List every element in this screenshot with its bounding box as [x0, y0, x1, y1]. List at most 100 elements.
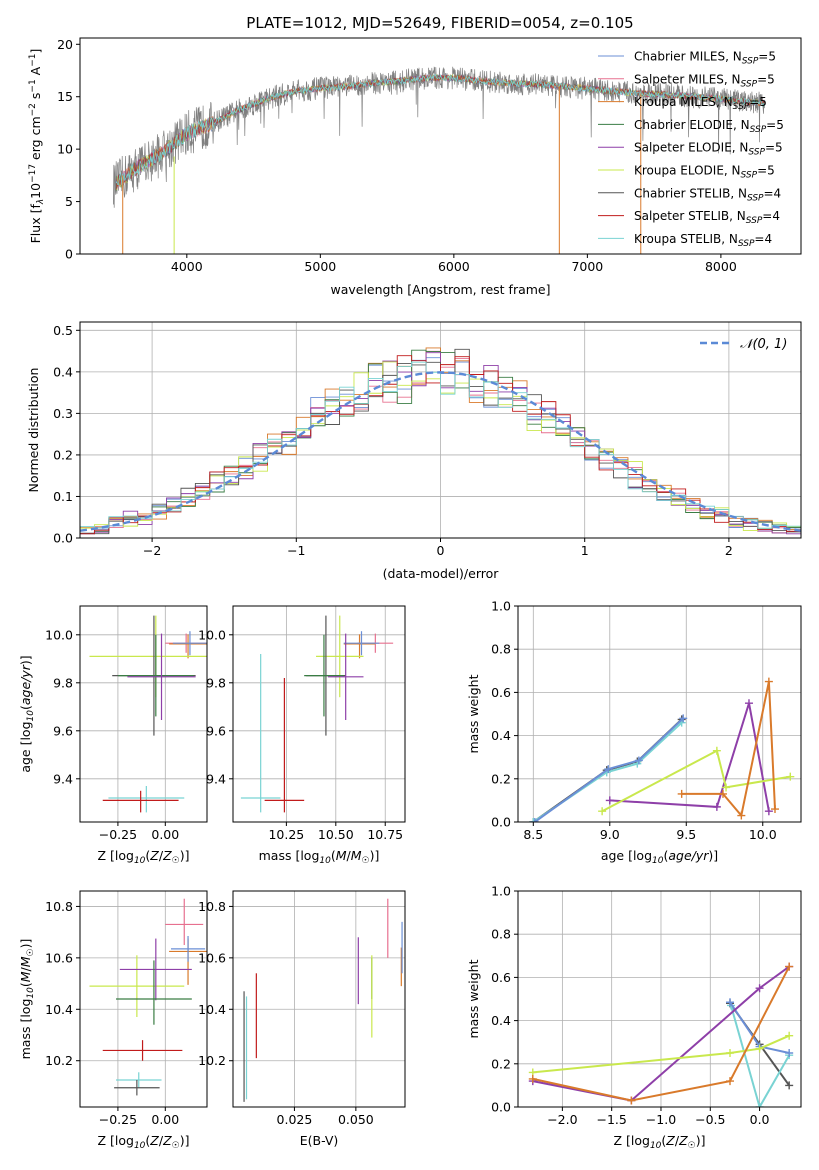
x-axis-label: Z [log10(Z/Z☉)]: [97, 1133, 189, 1151]
weight-line: [730, 1005, 791, 1107]
normal-curve: [80, 371, 801, 532]
errorbar-point: [117, 634, 194, 717]
x-axis-label-part: age [log: [601, 848, 652, 863]
y-tick-label: 15: [57, 89, 73, 104]
x-axis-label-part: age/yr: [668, 848, 709, 863]
x-axis-label-part: ☉: [362, 856, 370, 866]
x-axis-label: Z [log10(Z/Z☉)]: [613, 1133, 705, 1151]
y-tick-label: 10.0: [45, 627, 73, 642]
x-axis-label-part: (: [663, 848, 668, 863]
legend-label: Salpeter ELODIE, NSSP=5: [634, 141, 783, 158]
y-axis-label-part: A: [28, 66, 43, 79]
legend-label-part: Salpeter MILES, N: [634, 72, 741, 86]
y-axis-label-part: mass weight: [466, 674, 481, 753]
legend-label-part: SSP: [748, 148, 765, 158]
errorbar-point: [327, 633, 364, 720]
y-tick-label: 10.2: [198, 1053, 226, 1068]
legend-label: Kroupa ELODIE, NSSP=5: [634, 164, 775, 181]
errorbar-point: [316, 615, 364, 698]
y-axis-label-part: −17: [28, 164, 38, 183]
errorbar-point: [116, 1072, 162, 1088]
y-tick-label: 10.4: [45, 1002, 73, 1017]
weight-marker: [770, 805, 779, 814]
plot-area: [89, 615, 207, 813]
x-axis-label-part: Z: [678, 1133, 688, 1148]
y-axis-label-part: erg cm: [28, 116, 43, 164]
x-tick-label: 2: [725, 543, 733, 558]
y-axis-label-part: s: [28, 93, 43, 104]
x-tick-label: 0.050: [338, 1112, 374, 1127]
y-tick-label: 1.0: [491, 599, 511, 614]
y-tick-label: 10: [57, 142, 73, 157]
weight-marker: [627, 1096, 636, 1105]
errorbar-point: [264, 678, 305, 813]
plot-area: [243, 898, 403, 1102]
x-axis-label-part: Z: [665, 1133, 675, 1148]
x-axis-label-part: (: [331, 848, 336, 863]
x-tick-label: −0.5: [695, 1112, 725, 1127]
weight-marker: [634, 756, 643, 765]
weight-marker: [726, 998, 735, 1007]
x-tick-label: 5000: [304, 259, 336, 274]
y-axis-label-part: M: [18, 956, 33, 967]
weight-marker: [598, 807, 607, 816]
y-tick-label: 0.6: [491, 685, 511, 700]
x-tick-label: 0.0: [750, 1112, 770, 1127]
legend-label-part: Chabrier MILES, N: [634, 50, 742, 64]
weight-line: [532, 965, 790, 1102]
x-tick-label: 0.00: [151, 827, 179, 842]
errorbar-point: [172, 631, 207, 656]
x-axis-label-part: Z [log: [97, 848, 133, 863]
weight-marker: [718, 789, 727, 798]
x-axis-label-part: mass [log: [259, 848, 320, 863]
x-tick-label: −1: [287, 543, 305, 558]
legend-label: Kroupa STELIB, NSSP=4: [634, 232, 772, 249]
x-tick-label: 10.0: [749, 827, 777, 842]
x-axis-label-part: ☉: [172, 856, 180, 866]
x-axis-label: age [log10(age/yr)]: [601, 848, 718, 866]
legend-label: 𝒩(0, 1): [740, 337, 787, 352]
x-axis-label-part: /: [159, 848, 164, 863]
axes-frame: [517, 605, 802, 823]
errorbar-point: [114, 1080, 160, 1096]
axes-frame: [79, 605, 208, 823]
y-tick-label: 0.8: [491, 642, 511, 657]
errorbar-point: [240, 654, 281, 813]
spectrum-data-line: [113, 66, 766, 208]
axes-mass-weight-vs-Z: −2.0 −1.5 −1.0 −0.5 0.0 0.0 0.2 0.4 0.6 0.8 1.0 Z […: [466, 884, 802, 1151]
y-tick-label: 0.5: [53, 323, 73, 338]
errorbar-point: [119, 938, 192, 1001]
errorbar-point: [102, 1040, 183, 1061]
x-tick-label: −2.0: [547, 1112, 577, 1127]
x-axis-label-part: (: [661, 1133, 666, 1148]
plot-area: [80, 347, 801, 535]
weight-marker: [530, 818, 539, 822]
weight-marker: [722, 783, 731, 792]
y-axis-label-part: age/yr: [18, 664, 33, 705]
x-axis-label-part: )]: [180, 1133, 190, 1148]
weight-marker: [755, 1044, 764, 1053]
errorbar-point: [116, 960, 192, 1025]
y-axis-label-part: (: [18, 705, 33, 710]
histogram-step: [80, 361, 801, 529]
errorbar-point: [343, 634, 376, 659]
y-tick-label: 10.6: [45, 950, 73, 965]
y-axis-label-part: −2: [28, 103, 38, 116]
errorbar-point: [89, 955, 185, 1017]
legend-label: Salpeter MILES, NSSP=5: [634, 72, 775, 89]
legend-label: Salpeter STELIB, NSSP=4: [634, 209, 780, 226]
x-tick-label: 0: [437, 543, 445, 558]
legend-label: Chabrier ELODIE, NSSP=5: [634, 118, 784, 135]
errorbar-point: [169, 634, 207, 659]
x-axis-label-part: 10: [652, 856, 664, 866]
x-tick-label: 8.5: [523, 827, 543, 842]
y-axis-label: age [log10(age/yr)]: [18, 655, 36, 772]
x-tick-label: −0.25: [99, 1112, 137, 1127]
legend-label-part: SSP: [741, 79, 758, 89]
x-axis-label-part: 10: [319, 856, 331, 866]
y-tick-label: 0.1: [53, 489, 73, 504]
weight-marker: [785, 1031, 794, 1040]
weight-marker: [785, 1081, 794, 1090]
axes-spectrum: 4000 5000 6000 7000 8000 0 5 10 15 20 wavelength […: [28, 37, 802, 297]
